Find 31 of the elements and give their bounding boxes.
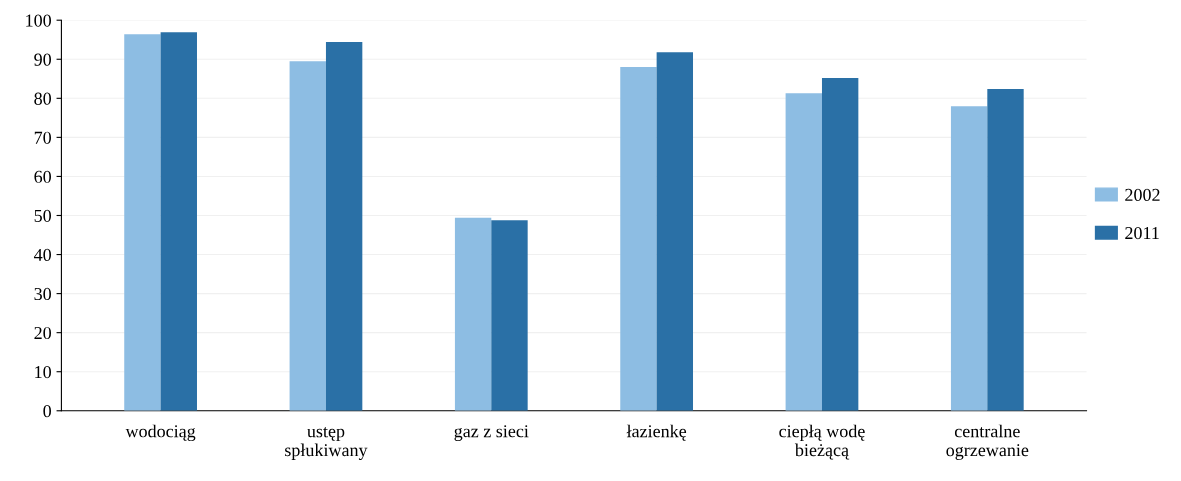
bar (491, 220, 528, 411)
y-tick-label: 100 (26, 14, 51, 27)
legend-label: 2011 (1125, 226, 1159, 240)
legend-label: 2002 (1125, 188, 1160, 201)
x-tick-label: ciepłą wodę bieżącą (779, 424, 865, 460)
x-tick-label: gaz z sieci (454, 425, 529, 442)
y-tick-label: 50 (34, 209, 51, 222)
x-tick-label: łazienkę (626, 424, 687, 441)
x-tick-label: wodociąg (125, 424, 196, 442)
bar (987, 88, 1024, 411)
y-tick-label: 10 (35, 365, 51, 379)
y-tick-label: 70 (34, 131, 51, 144)
bar (160, 32, 197, 411)
y-tick-label: 60 (34, 170, 51, 183)
y-tick-label: 80 (34, 92, 51, 105)
bar (454, 217, 492, 411)
x-tick-label: centralne ogrzewanie (946, 424, 1029, 460)
y-tick-label: 0 (43, 405, 51, 418)
y-tick-label: 20 (34, 326, 51, 340)
y-tick-label: 90 (34, 53, 51, 66)
bar (821, 78, 859, 411)
y-tick-label: 40 (33, 248, 51, 261)
x-tick-label: ustęp spłukiwany (285, 427, 368, 460)
bar (950, 106, 988, 411)
bar (785, 93, 822, 411)
bar (289, 61, 326, 411)
y-tick-label: 30 (34, 287, 51, 301)
bar (325, 42, 363, 411)
bar (124, 34, 161, 411)
bar (620, 67, 657, 411)
bar (656, 52, 694, 411)
